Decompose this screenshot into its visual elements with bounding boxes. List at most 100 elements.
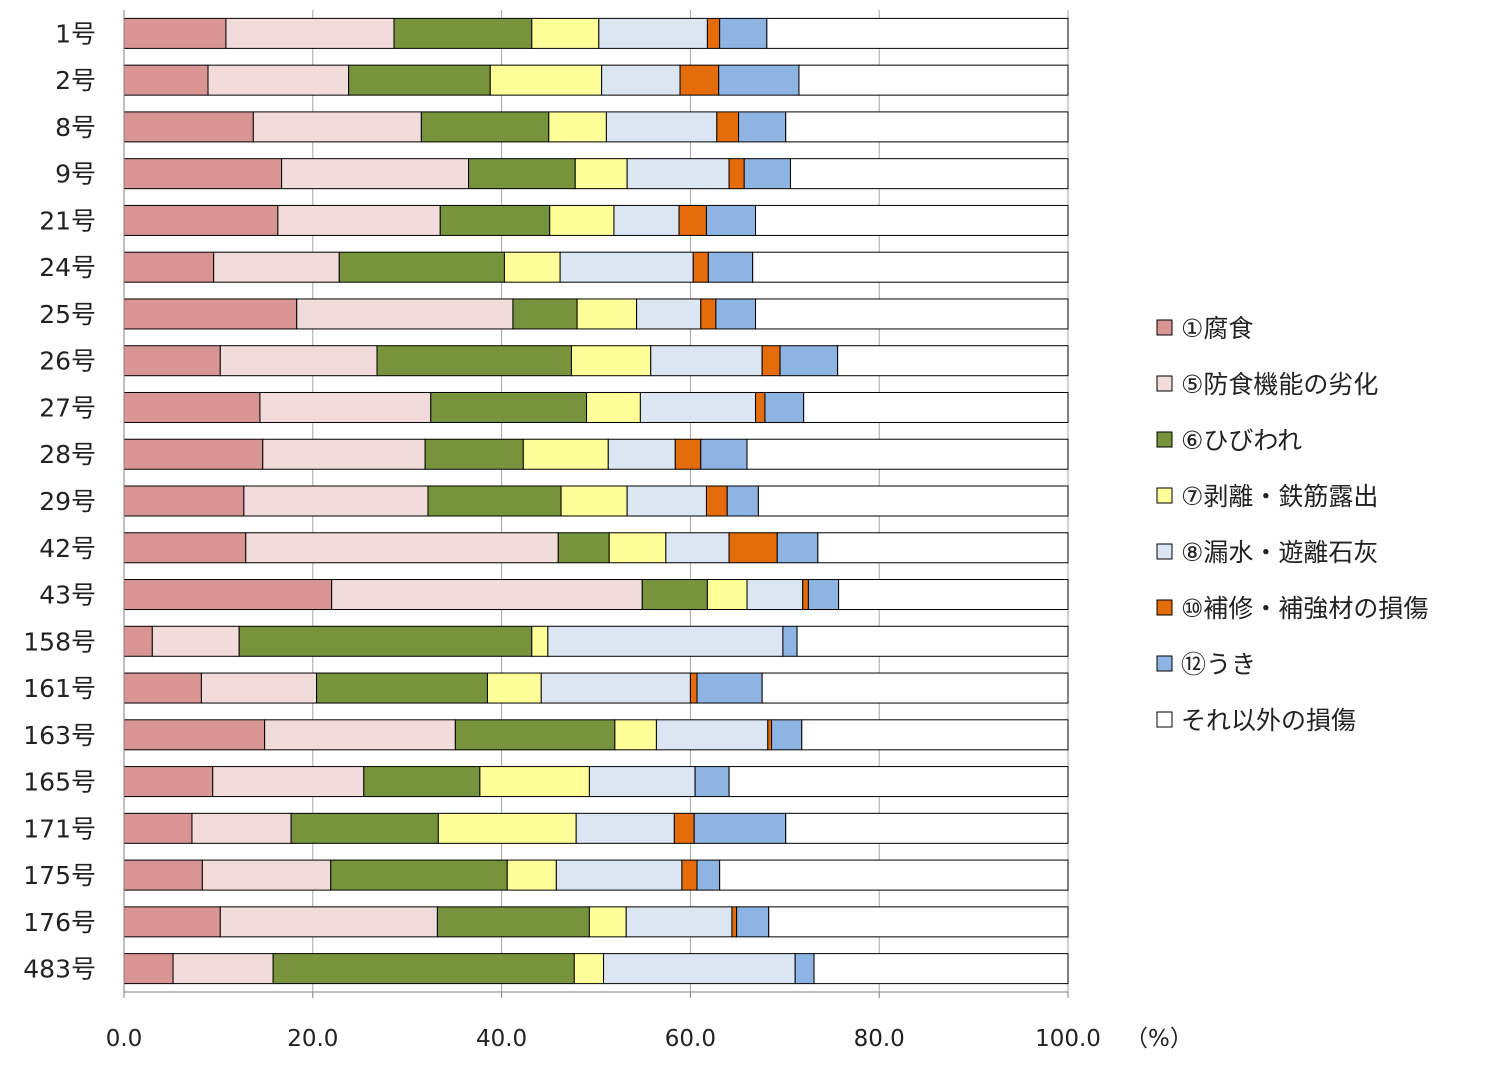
- bar-segment: [479, 766, 590, 798]
- bar-segment: [614, 719, 657, 751]
- bar-segment: [738, 111, 787, 143]
- bar-segment: [807, 579, 840, 611]
- bar-segment: [679, 64, 720, 96]
- bar-segment: [746, 438, 1069, 470]
- category-label: 24号: [39, 253, 96, 282]
- bar-segment: [613, 204, 680, 236]
- bar-segment: [219, 345, 378, 377]
- legend-label: ⑥ひびわれ: [1181, 426, 1302, 455]
- bar-segment: [123, 719, 266, 751]
- legend-label: ①腐食: [1181, 314, 1253, 343]
- bar-segment: [331, 579, 643, 611]
- bar-segment: [225, 17, 395, 49]
- bar-segment: [813, 953, 1069, 985]
- bar-segment: [363, 766, 481, 798]
- bar-segment: [123, 672, 202, 704]
- category-label: 483号: [23, 955, 96, 984]
- bar-segment: [689, 672, 698, 704]
- bar-segment: [719, 859, 1069, 891]
- bar-segment: [605, 111, 718, 143]
- bar-segment: [259, 391, 432, 423]
- bar-segment: [728, 766, 1069, 798]
- bar-segment: [272, 953, 575, 985]
- category-label: 21号: [39, 206, 96, 235]
- bar-segment: [782, 625, 798, 657]
- legend-label: ⑤防食機能の劣化: [1181, 370, 1378, 399]
- bar-segment: [330, 859, 508, 891]
- bar-segment: [694, 766, 730, 798]
- bar-segment: [123, 438, 264, 470]
- bar-segment: [776, 532, 819, 564]
- bar-segment: [626, 485, 707, 517]
- bar-segment: [123, 859, 203, 891]
- bar-segment: [123, 625, 153, 657]
- bar-segment: [570, 345, 652, 377]
- bar-segment: [348, 64, 491, 96]
- bar-segment: [338, 251, 505, 283]
- bar-segment: [603, 953, 796, 985]
- bar-segment: [607, 438, 676, 470]
- bar-segment: [755, 204, 1069, 236]
- category-label: 28号: [39, 440, 96, 469]
- category-label: 8号: [55, 113, 96, 142]
- bar-segment: [151, 625, 240, 657]
- category-label: 2号: [55, 66, 96, 95]
- bar-segment: [531, 17, 600, 49]
- bar-segment: [608, 532, 667, 564]
- bar-segment: [588, 906, 627, 938]
- bar-segment: [277, 204, 441, 236]
- bar-segment: [123, 204, 279, 236]
- bar-segment: [123, 953, 174, 985]
- bar-segment: [798, 64, 1069, 96]
- bar-segment: [728, 532, 778, 564]
- bar-segment: [707, 251, 754, 283]
- bar-segment: [700, 298, 717, 330]
- bar-segment: [123, 485, 245, 517]
- bar-segment: [767, 719, 773, 751]
- category-label: 165号: [23, 768, 96, 797]
- category-label: 27号: [39, 393, 96, 422]
- bar-segment: [522, 438, 609, 470]
- axes: [123, 10, 1069, 998]
- bar-segment: [692, 251, 709, 283]
- bar-segment: [715, 298, 757, 330]
- bar-segment: [837, 345, 1069, 377]
- category-label: 26号: [39, 347, 96, 376]
- bar-segment: [716, 111, 740, 143]
- bar-segment: [427, 485, 562, 517]
- x-tick-label: 0.0: [106, 1026, 143, 1052]
- category-label: 25号: [39, 300, 96, 329]
- legend-swatch: [1156, 319, 1173, 336]
- bar-segment: [123, 64, 209, 96]
- bar-segment: [761, 345, 781, 377]
- category-label: 1号: [55, 19, 96, 48]
- bar-segment: [540, 672, 691, 704]
- bar-segment: [454, 719, 616, 751]
- bar-segment: [636, 298, 702, 330]
- legend-swatch: [1156, 543, 1173, 560]
- bar-segment: [200, 672, 318, 704]
- bar-segment: [290, 812, 439, 844]
- bar-segment: [575, 812, 675, 844]
- x-tick-label: 100.0: [1035, 1026, 1101, 1052]
- legend-swatch: [1156, 487, 1173, 504]
- bar-segment: [625, 906, 733, 938]
- bar-segment: [503, 251, 561, 283]
- bar-segment: [424, 438, 524, 470]
- legend-swatch: [1156, 599, 1173, 616]
- bar-segment: [626, 158, 730, 190]
- legend-label: ⑩補修・補強材の損傷: [1181, 594, 1428, 623]
- bar-segment: [817, 532, 1069, 564]
- bar-segment: [681, 859, 698, 891]
- category-label: 161号: [23, 674, 96, 703]
- bar-segment: [752, 251, 1069, 283]
- bar-segment: [598, 17, 708, 49]
- bar-segment: [678, 204, 707, 236]
- bar-segment: [555, 859, 683, 891]
- legend-swatch: [1156, 655, 1173, 672]
- bar-segment: [531, 625, 549, 657]
- bar-segment: [746, 579, 804, 611]
- bar-segment: [731, 906, 738, 938]
- bar-segment: [779, 345, 839, 377]
- bar-segment: [673, 812, 695, 844]
